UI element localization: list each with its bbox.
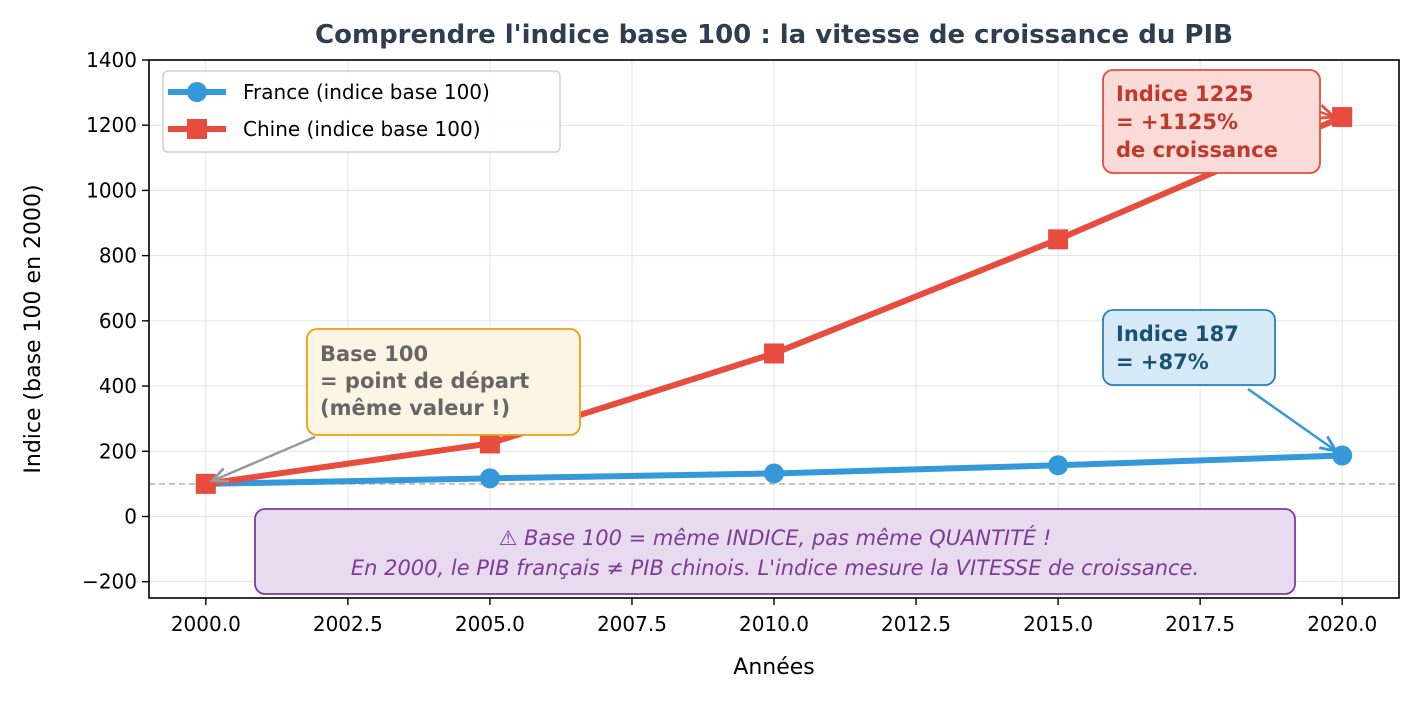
annotation-base: Base 100 = point de départ (même valeur !) [212,328,581,481]
series-group [195,107,1353,494]
annotation-box [1102,309,1276,386]
data-point-france [479,468,500,489]
x-tick-label: 2010.0 [739,612,809,636]
annotation-text: Base 100 [320,342,428,366]
y-axis-label: Indice (base 100 en 2000) [21,184,46,473]
x-tick-label: 2007.5 [597,612,667,636]
data-point-france [764,463,784,484]
x-tick-label: 2012.5 [881,612,951,636]
y-tick-label: 600 [99,309,137,333]
annotation-arrow [1247,387,1336,451]
x-tick-label: 2015.0 [1023,612,1093,636]
data-point-chine [1332,107,1353,128]
y-tick-label: −200 [82,570,137,594]
legend-marker [187,82,207,102]
x-tick-label: 2020.0 [1307,612,1377,636]
y-tick-label: 400 [99,374,137,398]
data-point-chine [764,343,784,364]
annotation-text: = +1125% [1116,110,1238,134]
annotation-text: ⚠ Base 100 = même INDICE, pas même QUANT… [499,525,1052,550]
y-tick-label: 800 [99,244,137,268]
data-point-chine [1048,229,1069,250]
legend-box [162,70,561,153]
legend-label: France (indice base 100) [243,80,490,104]
ticks: 2000.0 2002.5 2005.0 2007.5 2010.0 2012.5 2015… [82,48,1377,636]
annotations: Base 100 = point de départ (même valeur !)… [212,69,1336,595]
y-tick-label: 1000 [86,178,137,202]
chart-title: Comprendre l'indice base 100 : la vitess… [315,20,1233,50]
annotation-france: Indice 187 = +87% [1102,309,1336,451]
data-point-chine [479,433,500,454]
annotation-text: de croissance [1116,138,1278,162]
y-tick-label: 1400 [86,48,137,72]
y-tick-label: 0 [124,504,137,528]
x-tick-label: 2005.0 [455,612,525,636]
x-axis-label: Années [733,655,814,680]
annotation-arrow [1320,112,1334,117]
annotation-text: = point de départ [320,369,529,393]
annotation-note: ⚠ Base 100 = même INDICE, pas même QUANT… [254,508,1296,595]
annotation-text: Indice 1225 [1116,82,1253,106]
annotation-box [1102,69,1321,174]
data-point-france [1332,445,1353,466]
annotation-chine: Indice 1225 = +1125% de croissance [1102,69,1334,174]
x-tick-label: 2017.5 [1165,612,1235,636]
annotation-text: En 2000, le PIB français ≠ PIB chinois. … [351,556,1199,580]
legend-label: Chine (indice base 100) [243,117,481,141]
annotation-arrow [212,435,316,481]
y-tick-label: 1200 [86,113,137,137]
annotation-text: (même valeur !) [320,396,510,420]
x-tick-label: 2000.0 [171,612,241,636]
annotation-text: Indice 187 [1116,322,1239,346]
data-point-france [1048,455,1069,476]
annotation-box [254,508,1296,595]
legend: France (indice base 100) Chine (indice ba… [162,70,561,153]
annotation-box [306,328,581,436]
data-point-chine [195,473,216,494]
annotation-text: = +87% [1116,350,1209,374]
y-tick-label: 200 [99,439,137,463]
x-tick-label: 2002.5 [313,612,383,636]
legend-marker [187,119,207,139]
